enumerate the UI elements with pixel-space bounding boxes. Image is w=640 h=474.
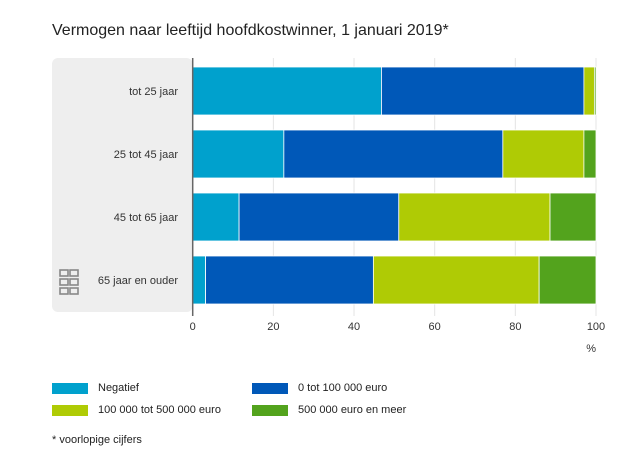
footnote: * voorlopige cijfers bbox=[52, 434, 142, 446]
legend-item: 100 000 tot 500 000 euro bbox=[52, 404, 221, 416]
legend-item: 0 tot 100 000 euro bbox=[252, 382, 387, 394]
bar-segment bbox=[192, 192, 240, 242]
legend-item: 500 000 euro en meer bbox=[252, 404, 406, 416]
legend-label: Negatief bbox=[98, 382, 139, 394]
chart-title: Vermogen naar leeftijd hoofdkostwinner, … bbox=[52, 22, 449, 39]
category-label: 65 jaar en ouder bbox=[98, 275, 178, 287]
legend-swatch bbox=[252, 382, 288, 394]
bar-segment bbox=[192, 66, 382, 116]
bar-segment bbox=[205, 255, 374, 305]
bar-segment bbox=[549, 192, 597, 242]
legend-label: 0 tot 100 000 euro bbox=[298, 382, 388, 394]
x-tick-label: 100 bbox=[587, 321, 605, 333]
x-tick-label: 80 bbox=[509, 321, 521, 333]
bar-segment bbox=[372, 255, 540, 305]
x-axis-label: % bbox=[586, 343, 596, 355]
category-label: 45 tot 65 jaar bbox=[114, 212, 179, 224]
x-tick-label: 20 bbox=[267, 321, 279, 333]
bar-segment bbox=[502, 129, 585, 179]
x-tick-label: 0 bbox=[190, 321, 196, 333]
bar-segment bbox=[192, 129, 285, 179]
bar-segment bbox=[283, 129, 504, 179]
bar-segment bbox=[381, 66, 585, 116]
bar-segment bbox=[583, 66, 595, 116]
category-label: tot 25 jaar bbox=[129, 86, 178, 98]
category-label-panel bbox=[52, 58, 193, 312]
legend-swatch bbox=[252, 404, 288, 416]
legend-item: Negatief bbox=[52, 382, 139, 394]
x-tick-label: 40 bbox=[348, 321, 360, 333]
stacked-bar-chart: 0 20 40 60 80 100% tot 25 jaar 25 tot 45 jaar 45… bbox=[52, 58, 605, 355]
cbs-logo bbox=[59, 269, 79, 295]
bar-segment bbox=[238, 192, 400, 242]
x-tick-label: 60 bbox=[429, 321, 441, 333]
legend-swatch bbox=[52, 382, 88, 394]
legend-label: 500 000 euro en meer bbox=[298, 404, 407, 416]
bar-segment bbox=[192, 255, 207, 305]
legend-label: 100 000 tot 500 000 euro bbox=[98, 404, 221, 416]
bar-segment bbox=[593, 66, 597, 116]
bar-segment bbox=[538, 255, 597, 305]
legend-swatch bbox=[52, 404, 88, 416]
bar-segment bbox=[583, 129, 597, 179]
category-label: 25 tot 45 jaar bbox=[114, 149, 179, 161]
bar-segment bbox=[398, 192, 551, 242]
